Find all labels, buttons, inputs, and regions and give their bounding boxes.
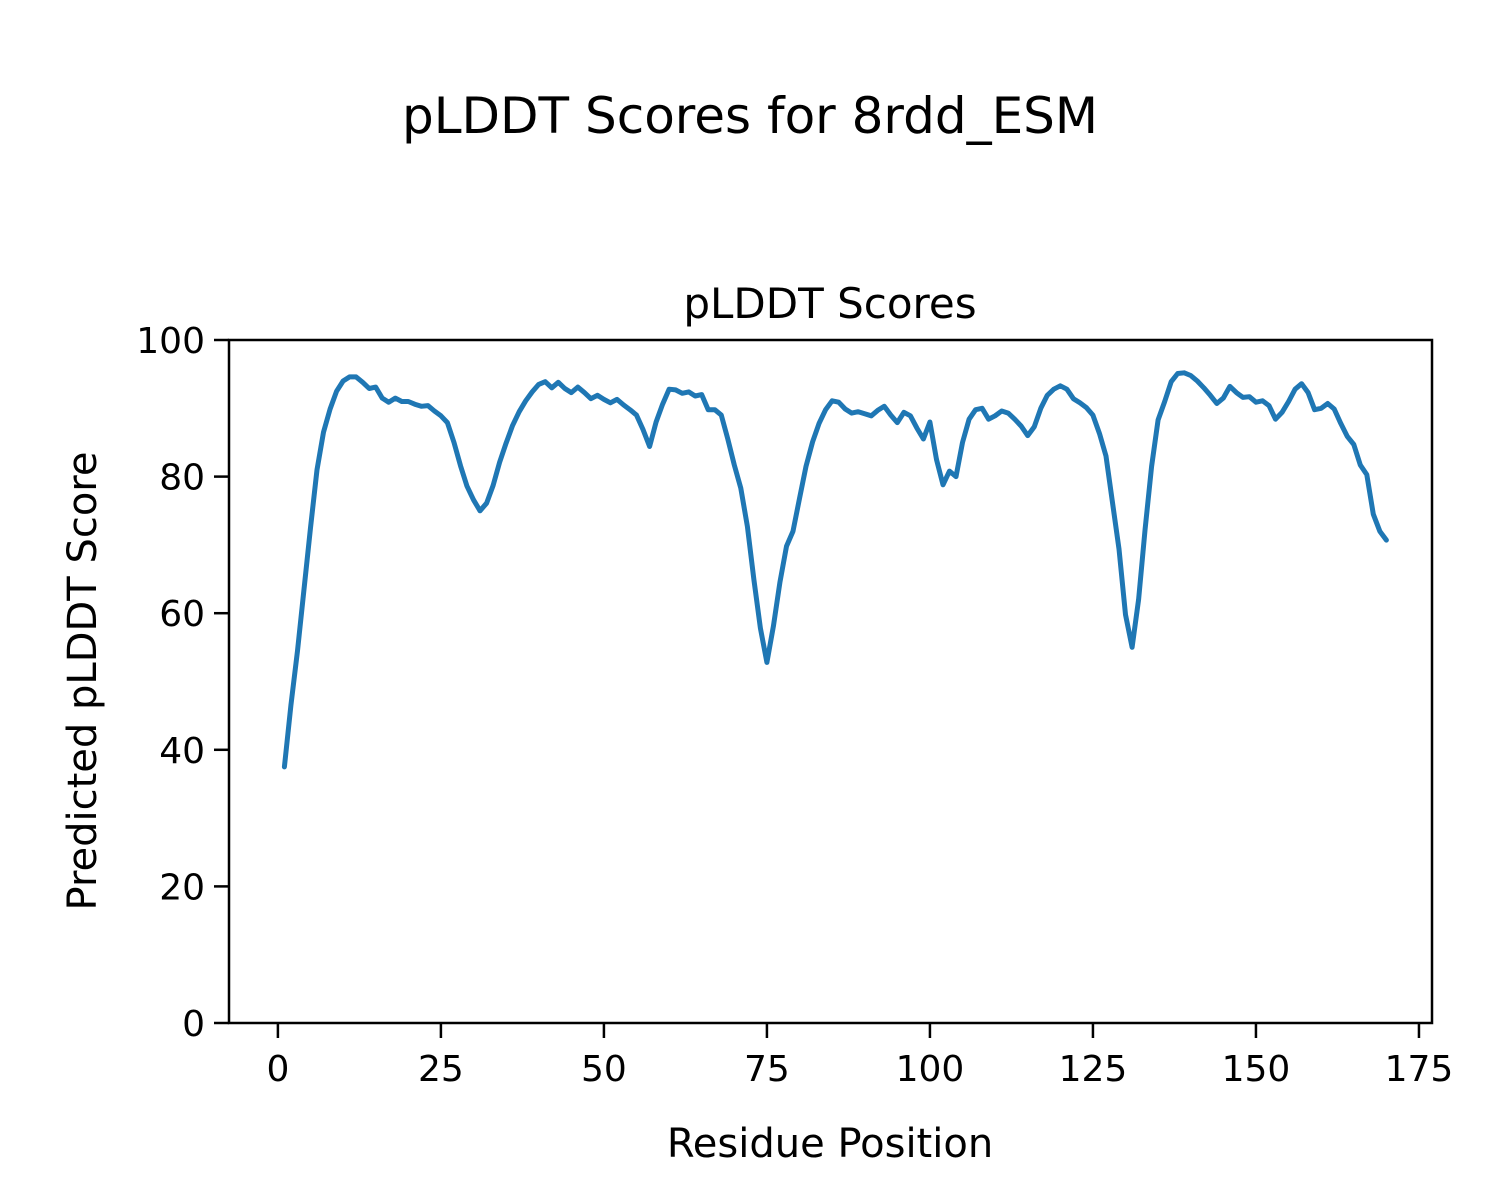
y-axis-label: Predicted pLDDT Score xyxy=(60,452,106,911)
y-tick-label: 80 xyxy=(159,458,205,499)
x-tick-label: 125 xyxy=(1059,1049,1128,1090)
x-tick-label: 175 xyxy=(1385,1049,1454,1090)
x-tick-label: 0 xyxy=(266,1049,289,1090)
y-tick-label: 40 xyxy=(159,731,205,772)
x-axis-ticks: 0 25 50 75 100 125 150 175 xyxy=(266,1023,1453,1090)
y-axis-ticks: 0 20 40 60 80 100 xyxy=(136,321,229,1045)
x-axis-label: Residue Position xyxy=(667,1121,993,1167)
x-tick-label: 50 xyxy=(581,1049,627,1090)
y-tick-label: 100 xyxy=(136,321,205,362)
x-tick-label: 75 xyxy=(744,1049,790,1090)
y-tick-label: 0 xyxy=(182,1004,205,1045)
plot-border xyxy=(227,338,1434,1025)
x-tick-label: 25 xyxy=(418,1049,464,1090)
x-tick-label: 150 xyxy=(1222,1049,1291,1090)
pldt-score-line xyxy=(281,370,1389,770)
x-tick-label: 100 xyxy=(896,1049,965,1090)
axes-title: pLDDT Scores xyxy=(683,279,976,328)
y-tick-label: 20 xyxy=(159,867,205,908)
y-tick-label: 60 xyxy=(159,594,205,635)
figure-suptitle: pLDDT Scores for 8rdd_ESM xyxy=(402,87,1098,145)
